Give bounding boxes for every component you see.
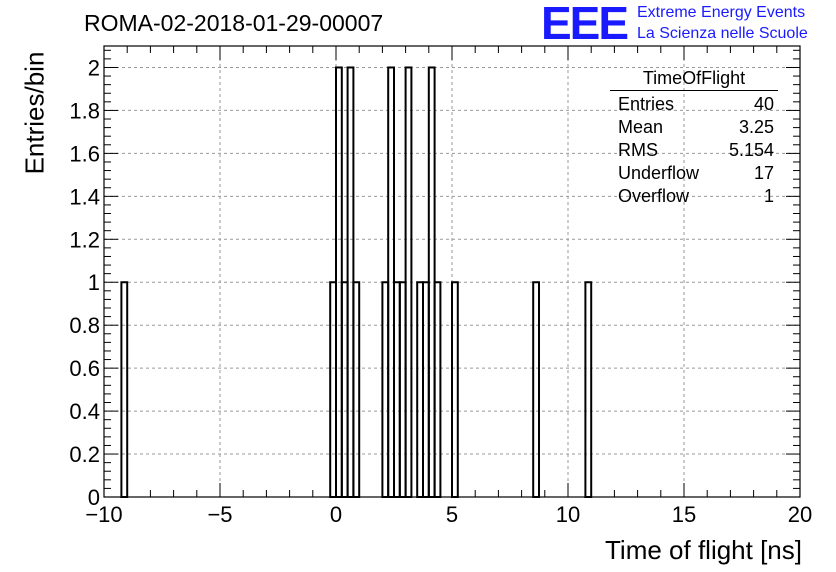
stats-value: 5.154: [728, 140, 774, 160]
x-tick-label: 5: [446, 502, 458, 527]
stats-row-overflow: Overflow 1: [610, 185, 778, 208]
histogram-bin: [120, 281, 129, 498]
chart-title: ROMA-02-2018-01-29-00007: [84, 10, 384, 36]
x-tick-label: −10: [85, 502, 122, 527]
histogram-bin: [451, 281, 459, 498]
y-tick-label: 1.4: [69, 184, 100, 209]
histogram-bin: [584, 281, 593, 498]
stats-row-underflow: Underflow 17: [610, 162, 778, 185]
histogram-bin: [404, 66, 413, 498]
stats-title: TimeOfFlight: [610, 68, 778, 91]
stats-value: 3.25: [738, 117, 774, 137]
y-tick-label: 1.8: [69, 98, 100, 123]
x-tick-label: −5: [207, 502, 232, 527]
logo-line-2: La Scienza nelle Scuole: [637, 25, 808, 42]
y-tick-label: 0.4: [69, 399, 100, 424]
stats-value: 40: [753, 94, 774, 114]
stats-label: Underflow: [618, 163, 700, 183]
y-tick-label: 0.2: [69, 442, 100, 467]
histogram-bin: [352, 281, 361, 498]
y-tick-label: 0: [88, 485, 100, 510]
y-tick-label: 1.6: [69, 141, 100, 166]
x-axis-label: Time of flight [ns]: [605, 535, 802, 565]
stats-value: 17: [753, 163, 774, 183]
stats-box: TimeOfFlight Entries 40 Mean 3.25 RMS 5.…: [610, 68, 778, 208]
x-tick-label: 20: [788, 502, 812, 527]
y-tick-label: 0.6: [69, 356, 100, 381]
stats-label: Mean: [618, 117, 664, 137]
eee-logo-mark: EEE: [541, 0, 629, 49]
stats-label: Entries: [618, 94, 675, 114]
histogram-bars: [120, 66, 593, 498]
stats-row-rms: RMS 5.154: [610, 139, 778, 162]
y-tick-label: 0.8: [69, 313, 100, 338]
stats-row-entries: Entries 40: [610, 93, 778, 116]
y-axis-label: Entries/bin: [19, 51, 50, 175]
x-tick-label: 15: [672, 502, 696, 527]
stats-row-mean: Mean 3.25: [610, 116, 778, 139]
x-tick-labels: −10 −5 0 5 10 15 20: [85, 502, 812, 527]
y-tick-label: 1.2: [69, 227, 100, 252]
y-tick-labels: 0 0.2 0.4 0.6 0.8 1 1.2 1.4 1.6 1.8 2: [69, 55, 100, 510]
histogram-bin: [532, 281, 541, 498]
x-tick-label: 10: [556, 502, 580, 527]
stats-value: 1: [763, 186, 774, 206]
x-tick-label: 0: [330, 502, 342, 527]
stats-label: Overflow: [618, 186, 690, 206]
logo-line-1: Extreme Energy Events: [637, 4, 806, 21]
y-tick-label: 1: [88, 270, 100, 295]
stats-label: RMS: [618, 140, 658, 160]
histogram-bin: [433, 281, 442, 498]
axes: [103, 45, 801, 498]
y-tick-label: 2: [88, 55, 100, 80]
